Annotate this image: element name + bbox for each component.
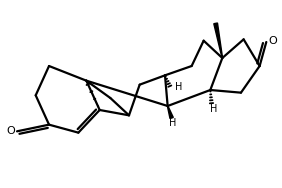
Text: H: H: [175, 82, 182, 92]
Text: H: H: [210, 105, 217, 114]
Text: O: O: [6, 126, 15, 136]
Text: H: H: [169, 118, 177, 128]
Polygon shape: [168, 106, 173, 119]
Polygon shape: [214, 23, 222, 58]
Text: O: O: [268, 36, 277, 46]
